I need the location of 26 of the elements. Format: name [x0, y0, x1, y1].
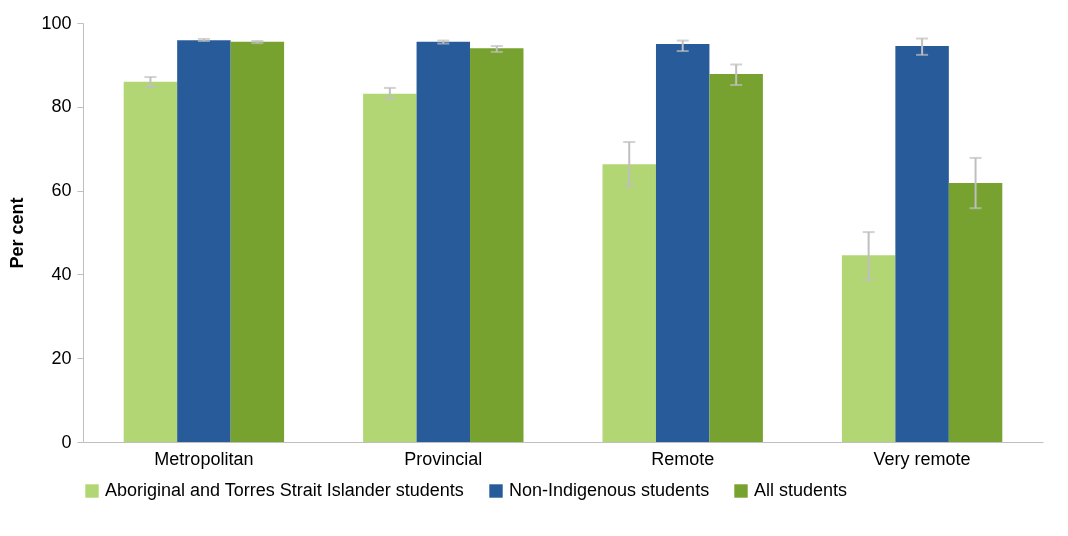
bar [655, 43, 710, 442]
bar [602, 164, 656, 442]
legend-label: Non-Indigenous students [509, 480, 710, 500]
x-tick-label: Metropolitan [154, 448, 254, 469]
y-tick-label: 20 [51, 347, 72, 368]
bar [416, 41, 471, 442]
bar [895, 46, 949, 442]
y-tick-label: 80 [51, 96, 72, 117]
bar [177, 40, 231, 442]
bar [123, 81, 178, 442]
bar [230, 41, 285, 442]
bar [363, 93, 417, 442]
y-tick-label: 40 [51, 263, 72, 284]
legend-label: All students [754, 480, 848, 500]
y-tick-label: 60 [51, 180, 72, 201]
bar [841, 255, 896, 442]
bar [709, 74, 763, 442]
x-tick-label: Very remote [873, 448, 971, 469]
y-tick-label: 0 [61, 431, 72, 452]
y-tick-label: 100 [41, 12, 72, 33]
x-tick-label: Remote [651, 448, 715, 469]
bar [948, 183, 1003, 442]
y-axis-title: Per cent [7, 197, 28, 269]
x-tick-label: Provincial [404, 448, 483, 469]
legend-label: Aboriginal and Torres Strait Islander students [105, 480, 464, 500]
bar [470, 48, 524, 442]
